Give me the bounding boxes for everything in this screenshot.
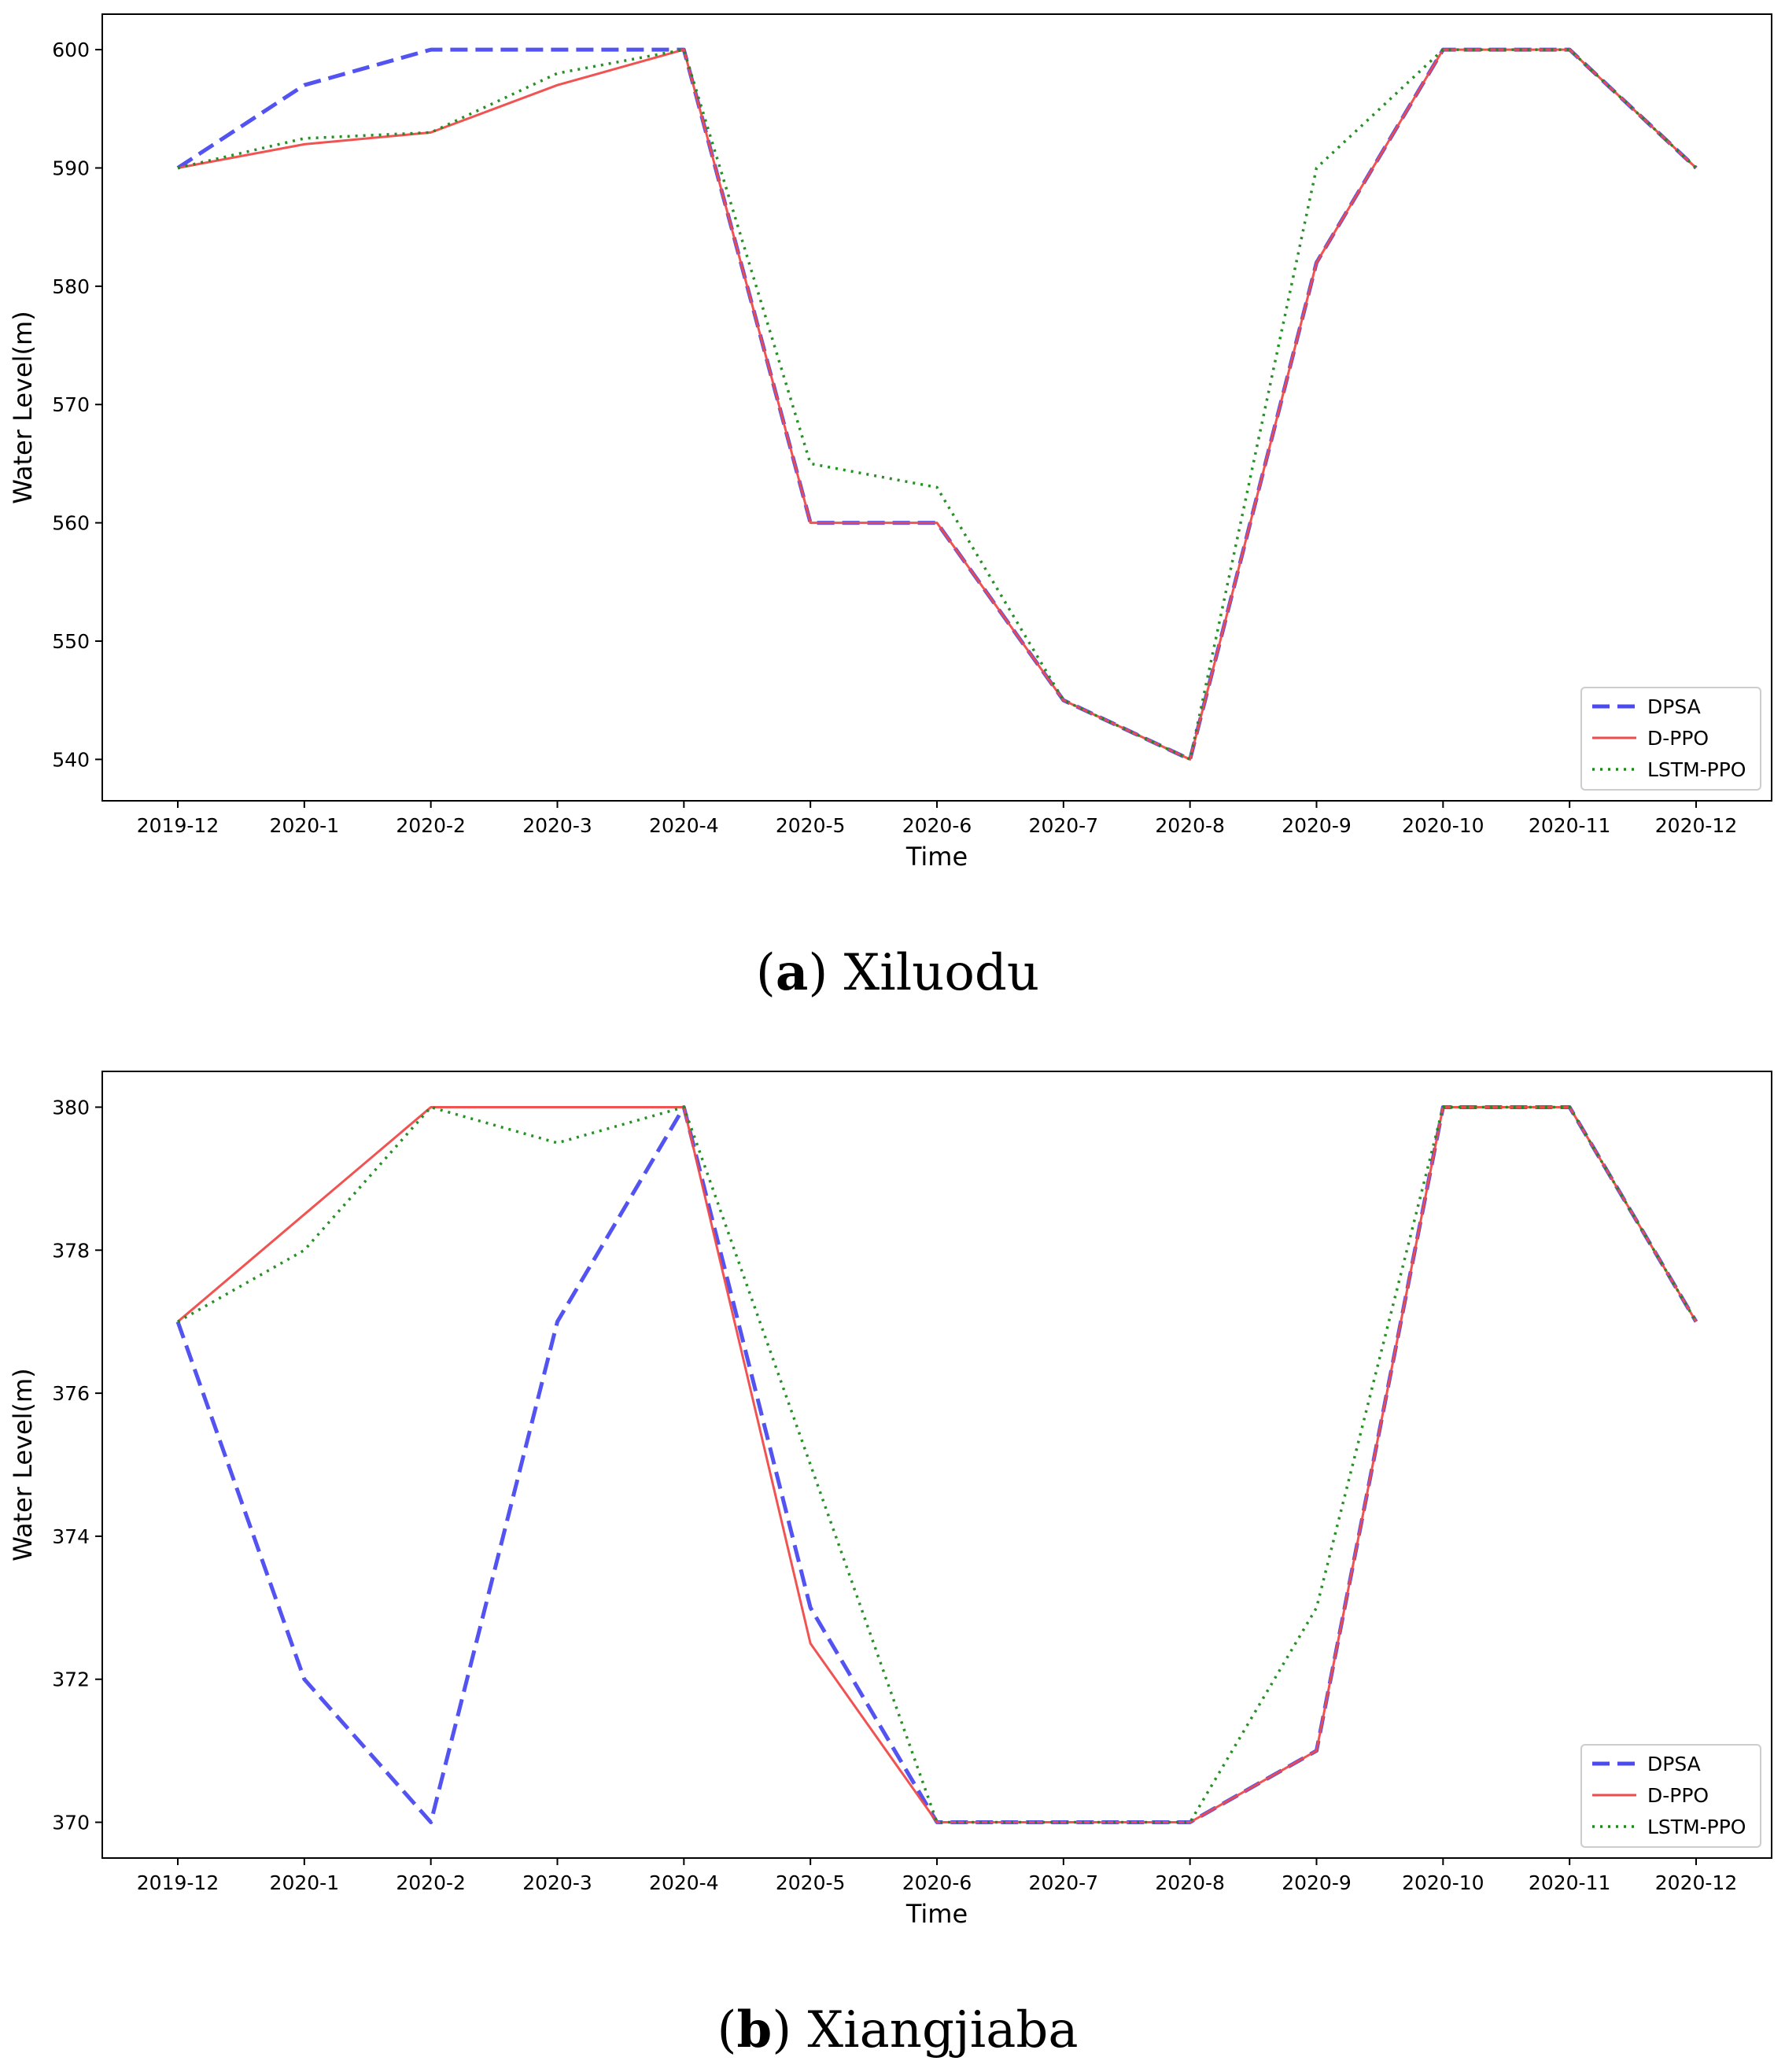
y-tick-label: 370	[52, 1812, 90, 1834]
x-axis-label: Time	[905, 842, 968, 872]
x-tick-label: 2020-2	[396, 1871, 466, 1894]
caption-close-paren: )	[808, 944, 843, 1002]
y-tick-label: 570	[52, 393, 90, 416]
caption-name: Xiluodu	[844, 944, 1039, 1002]
legend-label: D-PPO	[1647, 727, 1709, 750]
chart-panel-b: 2019-12 2020-1 2020-2 2020-3 2020-4 2020-5 202…	[8, 1071, 1772, 2059]
series-line-d-ppo	[177, 48, 1698, 761]
x-tick-label: 2020-12	[1655, 814, 1737, 837]
legend-label: DPSA	[1647, 1753, 1701, 1775]
x-tick-label: 2020-11	[1529, 1871, 1610, 1894]
x-tick-label: 2020-10	[1402, 1871, 1484, 1894]
x-tick-label: 2020-5	[776, 1871, 846, 1894]
caption-letter: b	[736, 2000, 772, 2059]
y-tick-label: 560	[52, 512, 90, 535]
series-line-lstm-ppo	[177, 48, 1698, 761]
legend-box	[1580, 687, 1761, 791]
x-tick-label: 2020-10	[1402, 814, 1484, 837]
y-axis-label: Water Level(m)	[8, 311, 38, 503]
y-tick-label: 374	[52, 1525, 90, 1548]
series-line-dpsa	[175, 1105, 1698, 1824]
x-tick-label: 2020-5	[776, 814, 846, 837]
x-tick-label: 2020-9	[1282, 1871, 1352, 1894]
caption-close-paren: )	[772, 2001, 807, 2059]
series-line-dpsa	[176, 47, 1698, 761]
caption-letter: a	[776, 943, 808, 1002]
series-line-lstm-ppo	[177, 1105, 1698, 1824]
y-tick-label: 550	[52, 630, 90, 653]
x-tick-label: 2020-8	[1155, 814, 1225, 837]
x-tick-label: 2020-4	[649, 814, 719, 837]
x-tick-label: 2020-12	[1655, 1871, 1737, 1894]
caption: (a) Xiluodu	[756, 943, 1039, 1002]
x-tick-label: 2020-4	[649, 1871, 719, 1894]
x-tick-label: 2020-1	[270, 1871, 340, 1894]
series-line-d-ppo	[177, 1106, 1698, 1823]
plot-frame	[101, 13, 1772, 802]
caption-open-paren: (	[717, 2001, 737, 2059]
x-tick-label: 2020-7	[1029, 1871, 1099, 1894]
y-tick-label: 590	[52, 157, 90, 179]
x-tick-label: 2019-12	[137, 1871, 219, 1894]
legend-label: LSTM-PPO	[1647, 758, 1746, 781]
legend: DPSA D-PPO LSTM-PPO	[1580, 1744, 1761, 1848]
plot-frame	[101, 1071, 1772, 1859]
legend-label: LSTM-PPO	[1647, 1816, 1746, 1838]
legend-label: DPSA	[1647, 695, 1701, 718]
y-tick-label: 540	[52, 748, 90, 771]
x-tick-label: 2019-12	[137, 814, 219, 837]
caption-open-paren: (	[756, 944, 776, 1002]
x-tick-label: 2020-1	[270, 814, 340, 837]
legend-box	[1580, 1744, 1761, 1848]
legend: DPSA D-PPO LSTM-PPO	[1580, 687, 1761, 791]
x-axis-label: Time	[905, 1899, 968, 1929]
x-tick-label: 2020-6	[902, 814, 972, 837]
caption-name: Xiangjiaba	[808, 2001, 1079, 2059]
x-tick-label: 2020-6	[902, 1871, 972, 1894]
x-tick-label: 2020-7	[1029, 814, 1099, 837]
x-tick-label: 2020-3	[522, 814, 592, 837]
x-tick-label: 2020-8	[1155, 1871, 1225, 1894]
y-tick-label: 580	[52, 275, 90, 298]
y-tick-label: 600	[52, 39, 90, 61]
y-tick-label: 380	[52, 1096, 90, 1119]
x-tick-label: 2020-2	[396, 814, 466, 837]
y-tick-label: 376	[52, 1382, 90, 1405]
x-tick-label: 2020-11	[1529, 814, 1610, 837]
y-tick-label: 372	[52, 1668, 90, 1691]
x-tick-label: 2020-9	[1282, 814, 1352, 837]
x-tick-label: 2020-3	[522, 1871, 592, 1894]
y-tick-label: 378	[52, 1239, 90, 1262]
chart-panel-a: 2019-12 2020-1 2020-2 2020-3 2020-4 2020-5 202…	[8, 13, 1772, 1002]
legend-label: D-PPO	[1647, 1784, 1709, 1807]
caption: (b) Xiangjiaba	[717, 2000, 1079, 2059]
y-axis-label: Water Level(m)	[8, 1368, 38, 1561]
